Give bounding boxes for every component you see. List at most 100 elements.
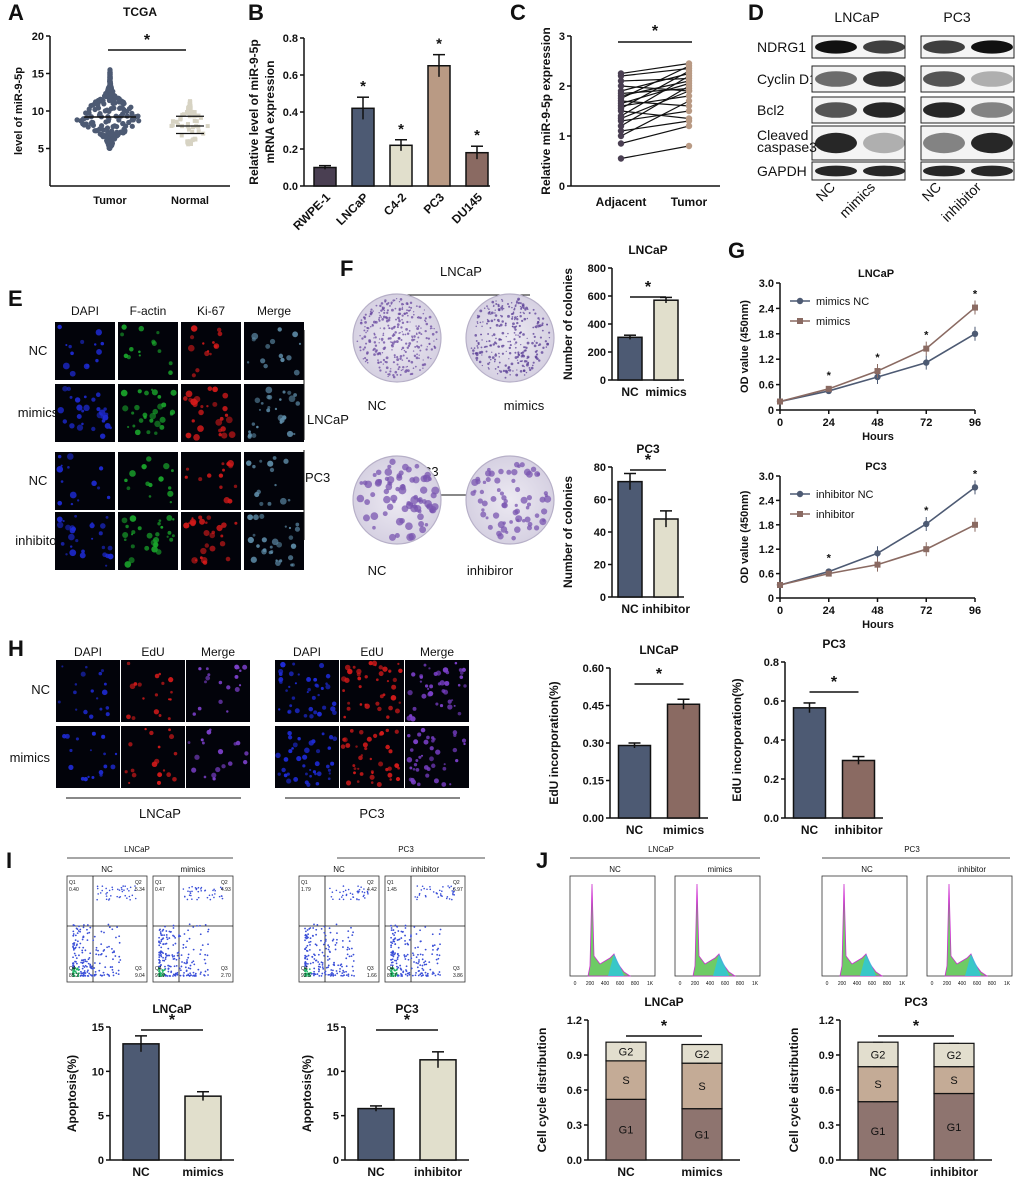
panel-i-event xyxy=(424,926,427,928)
panel-h-cell xyxy=(450,699,454,702)
panel-i-event xyxy=(431,973,434,975)
panel-i-event xyxy=(353,974,355,977)
panel-f-colony xyxy=(541,324,544,327)
panel-h-cell xyxy=(358,755,363,761)
panel-f-colony xyxy=(409,477,416,483)
panel-a-normal-point xyxy=(192,118,197,123)
panel-f-colony xyxy=(372,310,374,312)
panel-f-colony xyxy=(416,353,418,356)
panel-e-cell xyxy=(134,404,140,411)
panel-i-event xyxy=(438,933,441,935)
panel-f-colony xyxy=(419,349,422,352)
panel-f-colony xyxy=(475,356,479,360)
panel-f-colony xyxy=(519,462,525,468)
panel-i-event xyxy=(112,958,114,961)
panel-e-cell xyxy=(265,386,273,394)
panel-c-tumor-point xyxy=(685,75,693,82)
panel-e-cell xyxy=(151,341,157,347)
panel-f-colony xyxy=(480,511,487,518)
panel-h-cell xyxy=(364,703,370,709)
panel-f-colony xyxy=(430,348,433,351)
panel-e-cell xyxy=(209,352,212,356)
panel-e-cell xyxy=(67,453,74,460)
panel-i-event xyxy=(328,927,331,930)
panel-letter: G xyxy=(728,238,745,263)
panel-a-tumor-point xyxy=(114,129,120,135)
panel-f-colony xyxy=(414,345,417,348)
panel-f-colony xyxy=(433,327,435,330)
panel-f-colony xyxy=(487,362,490,366)
panel-i-pc3-x-label: NC xyxy=(367,1165,385,1179)
panel-i-event xyxy=(337,964,340,967)
panel-f-colony xyxy=(369,325,372,328)
panel-f-colony xyxy=(511,535,516,541)
panel-f-colony xyxy=(543,495,552,503)
panel-e-cell xyxy=(138,350,141,354)
panel-i-event xyxy=(189,892,192,894)
panel-h-cell xyxy=(244,751,249,756)
panel-i-pc3-y-title: Apoptosis(%) xyxy=(300,1055,314,1132)
panel-j-pc3-stack-segment xyxy=(857,1066,899,1103)
panel-i-quadrant-label: 6.97 xyxy=(453,887,463,893)
panel-i-event xyxy=(93,967,96,969)
panel-i-event xyxy=(392,929,395,931)
panel-j-pc3-stack-segment xyxy=(857,1041,899,1068)
panel-i-event xyxy=(334,944,337,946)
panel-f-colony xyxy=(513,307,516,310)
panel-f-colony xyxy=(387,324,390,327)
panel-i-quadrant-label: 91.9 xyxy=(155,973,165,979)
panel-e-cell xyxy=(76,414,82,419)
panel-i-event xyxy=(338,970,341,973)
panel-e-cell xyxy=(223,497,230,504)
panel-e-cell xyxy=(151,389,158,396)
panel-e-cell xyxy=(270,550,274,554)
panel-a-tumor-point xyxy=(74,117,80,123)
panel-g-pc3-legend-marker xyxy=(797,511,803,517)
panel-f-colony xyxy=(533,335,536,339)
panel-i-event xyxy=(206,968,209,971)
panel-a-tumor-point xyxy=(129,123,135,129)
panel-h-cell xyxy=(297,673,300,676)
panel-h-cell xyxy=(154,673,160,679)
panel-h-cell xyxy=(423,663,427,667)
panel-f-colony xyxy=(405,327,408,331)
panel-i-event xyxy=(414,896,417,898)
panel-i-event xyxy=(407,943,410,946)
panel-a-tumor-point xyxy=(111,105,117,111)
panel-i-event xyxy=(112,971,115,974)
panel-e-cell xyxy=(65,343,68,347)
panel-i-event xyxy=(390,959,392,961)
panel-f-colony xyxy=(542,518,546,522)
panel-e-cell xyxy=(293,369,300,376)
panel-i-event xyxy=(84,958,86,961)
panel-h-cell xyxy=(388,670,391,673)
panel-f-colony xyxy=(399,298,403,301)
panel-f-colony xyxy=(412,367,415,370)
panel-f-colony xyxy=(512,322,515,326)
panel-j-x-tick: 200 xyxy=(838,981,847,987)
panel-f-colony xyxy=(486,322,488,325)
panel-f-colony xyxy=(402,365,405,369)
panel-f-colony xyxy=(370,512,379,520)
panel-i-event xyxy=(221,897,224,900)
panel-e-cell xyxy=(220,534,224,538)
panel-i-event xyxy=(309,962,312,965)
panel-a-y-tick-label: 5 xyxy=(38,144,44,156)
panel-e-cell xyxy=(74,397,81,403)
panel-e-cell xyxy=(62,519,65,523)
panel-h-cell xyxy=(149,730,154,736)
panel-h-cell xyxy=(355,745,358,748)
panel-e-cell xyxy=(218,473,224,478)
panel-i-event xyxy=(317,953,320,956)
panel-h-cell xyxy=(197,706,202,711)
panel-i-event xyxy=(395,971,398,974)
panel-h-cell xyxy=(306,677,312,682)
panel-f-colony xyxy=(401,359,404,361)
panel-i-event xyxy=(207,928,210,931)
panel-h-cell xyxy=(431,739,435,743)
panel-h-cell xyxy=(169,734,175,740)
panel-i-event xyxy=(327,966,329,969)
panel-f-colony xyxy=(533,525,540,531)
panel-h-group-label: LNCaP xyxy=(139,806,181,821)
panel-i-event xyxy=(162,952,165,954)
